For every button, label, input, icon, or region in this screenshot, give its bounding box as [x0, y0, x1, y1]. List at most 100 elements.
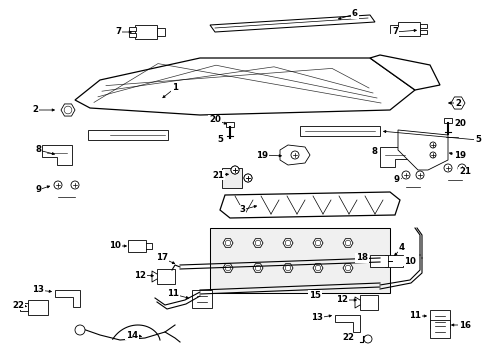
- Circle shape: [285, 265, 290, 271]
- Text: 7: 7: [391, 27, 397, 36]
- Text: 7: 7: [115, 27, 121, 36]
- Circle shape: [315, 240, 320, 246]
- Polygon shape: [280, 145, 309, 165]
- Circle shape: [345, 265, 350, 271]
- Circle shape: [255, 265, 260, 271]
- Circle shape: [54, 181, 62, 189]
- Circle shape: [255, 240, 260, 246]
- Circle shape: [225, 265, 230, 271]
- Text: 4: 4: [398, 243, 404, 252]
- Polygon shape: [61, 104, 75, 116]
- Text: 21: 21: [458, 167, 470, 176]
- Polygon shape: [342, 239, 352, 247]
- Polygon shape: [369, 55, 439, 90]
- Circle shape: [429, 142, 435, 148]
- Text: 12: 12: [134, 270, 146, 279]
- Bar: [419, 24, 426, 28]
- Bar: [128, 240, 146, 252]
- Bar: [28, 300, 48, 315]
- Text: 11: 11: [167, 289, 179, 298]
- Text: 22: 22: [341, 333, 353, 342]
- Text: 21: 21: [212, 171, 224, 180]
- Polygon shape: [42, 145, 72, 165]
- Circle shape: [290, 151, 298, 159]
- Bar: [209, 228, 389, 293]
- Text: 13: 13: [32, 285, 44, 294]
- Text: 19: 19: [256, 150, 267, 159]
- Bar: [88, 130, 168, 140]
- Bar: [359, 295, 377, 310]
- Text: 5: 5: [217, 135, 223, 144]
- Circle shape: [285, 240, 290, 246]
- Text: 5: 5: [474, 135, 480, 144]
- Text: 6: 6: [351, 9, 357, 18]
- Circle shape: [244, 174, 251, 182]
- Circle shape: [244, 174, 251, 182]
- Circle shape: [71, 181, 79, 189]
- Polygon shape: [220, 192, 399, 218]
- Text: 3: 3: [239, 206, 244, 215]
- Text: 9: 9: [35, 185, 41, 194]
- Text: 20: 20: [453, 120, 465, 129]
- Polygon shape: [252, 264, 263, 272]
- Text: 11: 11: [408, 311, 420, 320]
- Polygon shape: [379, 147, 409, 167]
- Circle shape: [429, 152, 435, 158]
- Text: 19: 19: [453, 152, 465, 161]
- Polygon shape: [209, 15, 374, 32]
- Bar: [397, 22, 419, 36]
- Text: 2: 2: [32, 105, 38, 114]
- Bar: [192, 290, 212, 308]
- Polygon shape: [334, 315, 359, 332]
- Circle shape: [443, 164, 451, 172]
- Bar: [157, 28, 164, 36]
- Bar: [429, 310, 449, 328]
- Bar: [129, 33, 136, 37]
- Polygon shape: [252, 239, 263, 247]
- Circle shape: [230, 166, 239, 174]
- Text: 14: 14: [126, 330, 138, 339]
- Polygon shape: [283, 264, 292, 272]
- Text: 16: 16: [458, 320, 470, 329]
- Bar: [389, 25, 397, 33]
- Bar: [20, 303, 28, 311]
- Circle shape: [363, 335, 371, 343]
- Bar: [419, 30, 426, 34]
- Text: 20: 20: [209, 116, 221, 125]
- Polygon shape: [312, 264, 323, 272]
- Polygon shape: [342, 264, 352, 272]
- Polygon shape: [312, 239, 323, 247]
- Text: 22: 22: [12, 301, 24, 310]
- Polygon shape: [55, 290, 80, 307]
- Text: 8: 8: [371, 148, 377, 157]
- Bar: [157, 269, 175, 284]
- Text: 10: 10: [403, 256, 415, 266]
- Circle shape: [457, 164, 465, 172]
- Circle shape: [345, 240, 350, 246]
- Bar: [135, 25, 157, 39]
- Bar: [299, 126, 379, 136]
- Bar: [369, 255, 387, 267]
- Text: 1: 1: [172, 84, 178, 93]
- Text: 15: 15: [308, 291, 320, 300]
- Circle shape: [230, 166, 239, 174]
- Text: 2: 2: [454, 99, 460, 108]
- Polygon shape: [223, 264, 232, 272]
- Bar: [429, 320, 449, 338]
- Circle shape: [415, 171, 423, 179]
- Bar: [443, 118, 451, 123]
- Text: 17: 17: [156, 253, 168, 262]
- Polygon shape: [75, 58, 414, 115]
- Text: 13: 13: [310, 314, 323, 323]
- Circle shape: [75, 325, 85, 335]
- Bar: [222, 168, 242, 188]
- Polygon shape: [283, 239, 292, 247]
- Bar: [129, 27, 136, 31]
- Circle shape: [453, 99, 461, 107]
- Polygon shape: [223, 239, 232, 247]
- Bar: [225, 122, 234, 127]
- Circle shape: [315, 265, 320, 271]
- Text: 8: 8: [35, 145, 41, 154]
- Text: 9: 9: [393, 175, 399, 184]
- Text: 12: 12: [335, 296, 347, 305]
